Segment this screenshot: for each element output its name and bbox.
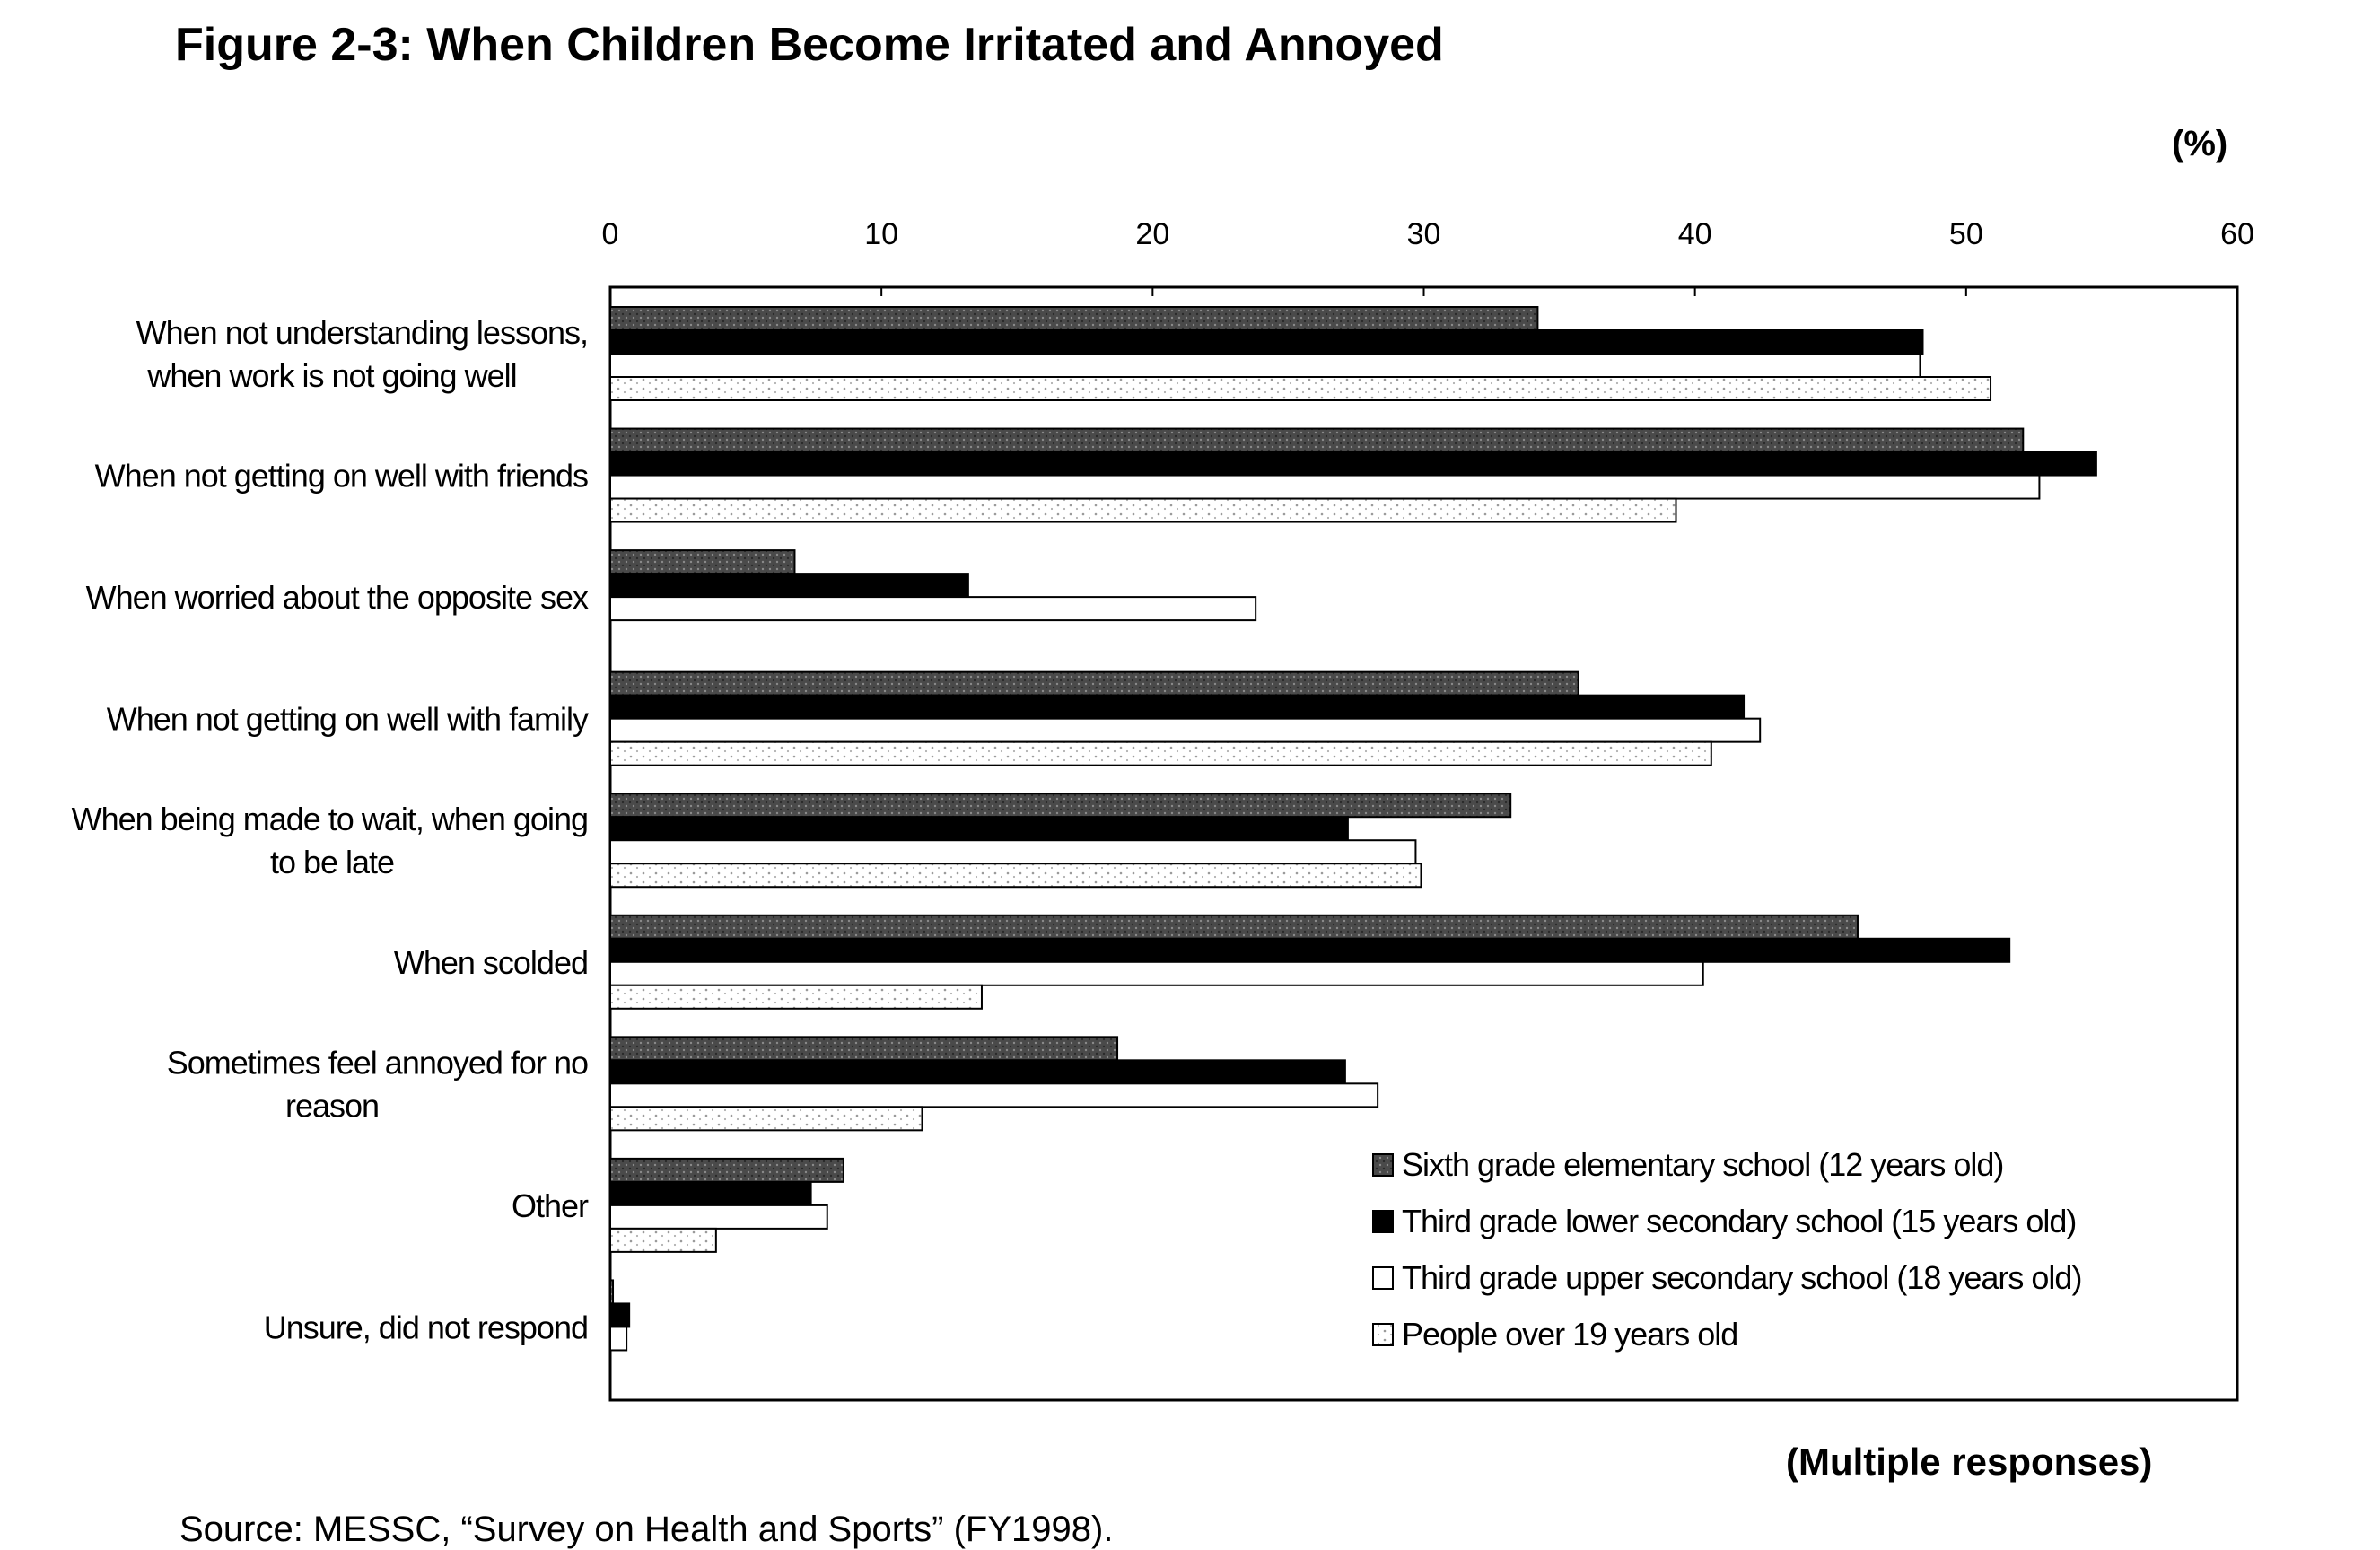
page-title: Figure 2-3: When Children Become Irritat… bbox=[175, 19, 1444, 71]
bar-series-2 bbox=[609, 573, 969, 599]
bar-series-3 bbox=[609, 596, 1257, 622]
bar-series-4 bbox=[609, 497, 1677, 523]
bar-series-1 bbox=[609, 1279, 615, 1305]
category-label: When not getting on well with friends bbox=[95, 458, 588, 495]
x-tick-label: 20 bbox=[1135, 217, 1169, 251]
bar-series-3 bbox=[609, 839, 1417, 865]
bar-series-1 bbox=[609, 306, 1539, 331]
category-label: reason bbox=[285, 1087, 379, 1124]
x-tick-label: 50 bbox=[1949, 217, 1983, 251]
bar-series-2 bbox=[609, 937, 2011, 963]
bar-series-1 bbox=[609, 914, 1859, 940]
legend-label: Third grade upper secondary school (18 y… bbox=[1402, 1259, 2081, 1296]
bar-series-4 bbox=[609, 1227, 717, 1253]
legend-label: People over 19 years old bbox=[1402, 1316, 1737, 1353]
bar-series-1 bbox=[609, 1036, 1119, 1062]
legend-label: Third grade lower secondary school (15 y… bbox=[1402, 1203, 2076, 1239]
x-tick-label: 40 bbox=[1678, 217, 1712, 251]
bar-series-4 bbox=[609, 863, 1422, 889]
bar-series-2 bbox=[609, 1180, 812, 1206]
category-label: When worried about the opposite sex bbox=[86, 579, 589, 616]
bar-series-1 bbox=[609, 427, 2025, 453]
bar-series-3 bbox=[609, 1082, 1379, 1108]
legend-swatch bbox=[1372, 1266, 1394, 1290]
bar-series-1 bbox=[609, 793, 1512, 819]
bar-series-1 bbox=[609, 670, 1579, 696]
bar-series-3 bbox=[609, 717, 1762, 743]
unit-label: (%) bbox=[2172, 124, 2228, 163]
bar-series-4 bbox=[609, 740, 1712, 766]
bar-series-3 bbox=[609, 474, 2041, 500]
bar-series-3 bbox=[609, 1326, 628, 1352]
category-label: to be late bbox=[270, 844, 394, 880]
category-label: When not understanding lessons, bbox=[136, 314, 588, 351]
bar-series-3 bbox=[609, 1204, 828, 1230]
bar-series-2 bbox=[609, 1059, 1346, 1085]
legend-label: Sixth grade elementary school (12 years … bbox=[1402, 1146, 2003, 1183]
bar-series-1 bbox=[609, 549, 796, 575]
legend-swatch bbox=[1372, 1153, 1394, 1177]
legend-swatch bbox=[1372, 1323, 1394, 1346]
category-label: When scolded bbox=[394, 944, 588, 981]
x-tick-label: 0 bbox=[602, 217, 619, 251]
bar-series-2 bbox=[609, 816, 1349, 842]
bar-series-2 bbox=[609, 1302, 631, 1328]
x-tick-label: 10 bbox=[864, 217, 898, 251]
multiple-responses-note: (Multiple responses) bbox=[1786, 1441, 2153, 1483]
category-label: when work is not going well bbox=[146, 357, 516, 394]
x-tick-label: 30 bbox=[1407, 217, 1441, 251]
category-label: When being made to wait, when going bbox=[72, 801, 588, 837]
bar-series-3 bbox=[609, 353, 1921, 378]
bar-series-3 bbox=[609, 960, 1704, 986]
category-label: Sometimes feel annoyed for no bbox=[167, 1044, 588, 1081]
legend-swatch bbox=[1372, 1210, 1394, 1233]
category-label: When not getting on well with family bbox=[107, 701, 589, 738]
bar-series-2 bbox=[609, 694, 1746, 720]
source-note: Source: MESSC, “Survey on Health and Spo… bbox=[179, 1510, 1114, 1549]
bar-series-4 bbox=[609, 1106, 923, 1132]
category-label: Other bbox=[512, 1187, 589, 1224]
bar-series-4 bbox=[609, 984, 983, 1010]
bar-series-2 bbox=[609, 451, 2097, 477]
bar-series-4 bbox=[609, 376, 1992, 401]
x-tick-label: 60 bbox=[2220, 217, 2254, 251]
bar-series-2 bbox=[609, 329, 1924, 355]
category-label: Unsure, did not respond bbox=[264, 1309, 588, 1345]
bar-series-1 bbox=[609, 1157, 844, 1183]
